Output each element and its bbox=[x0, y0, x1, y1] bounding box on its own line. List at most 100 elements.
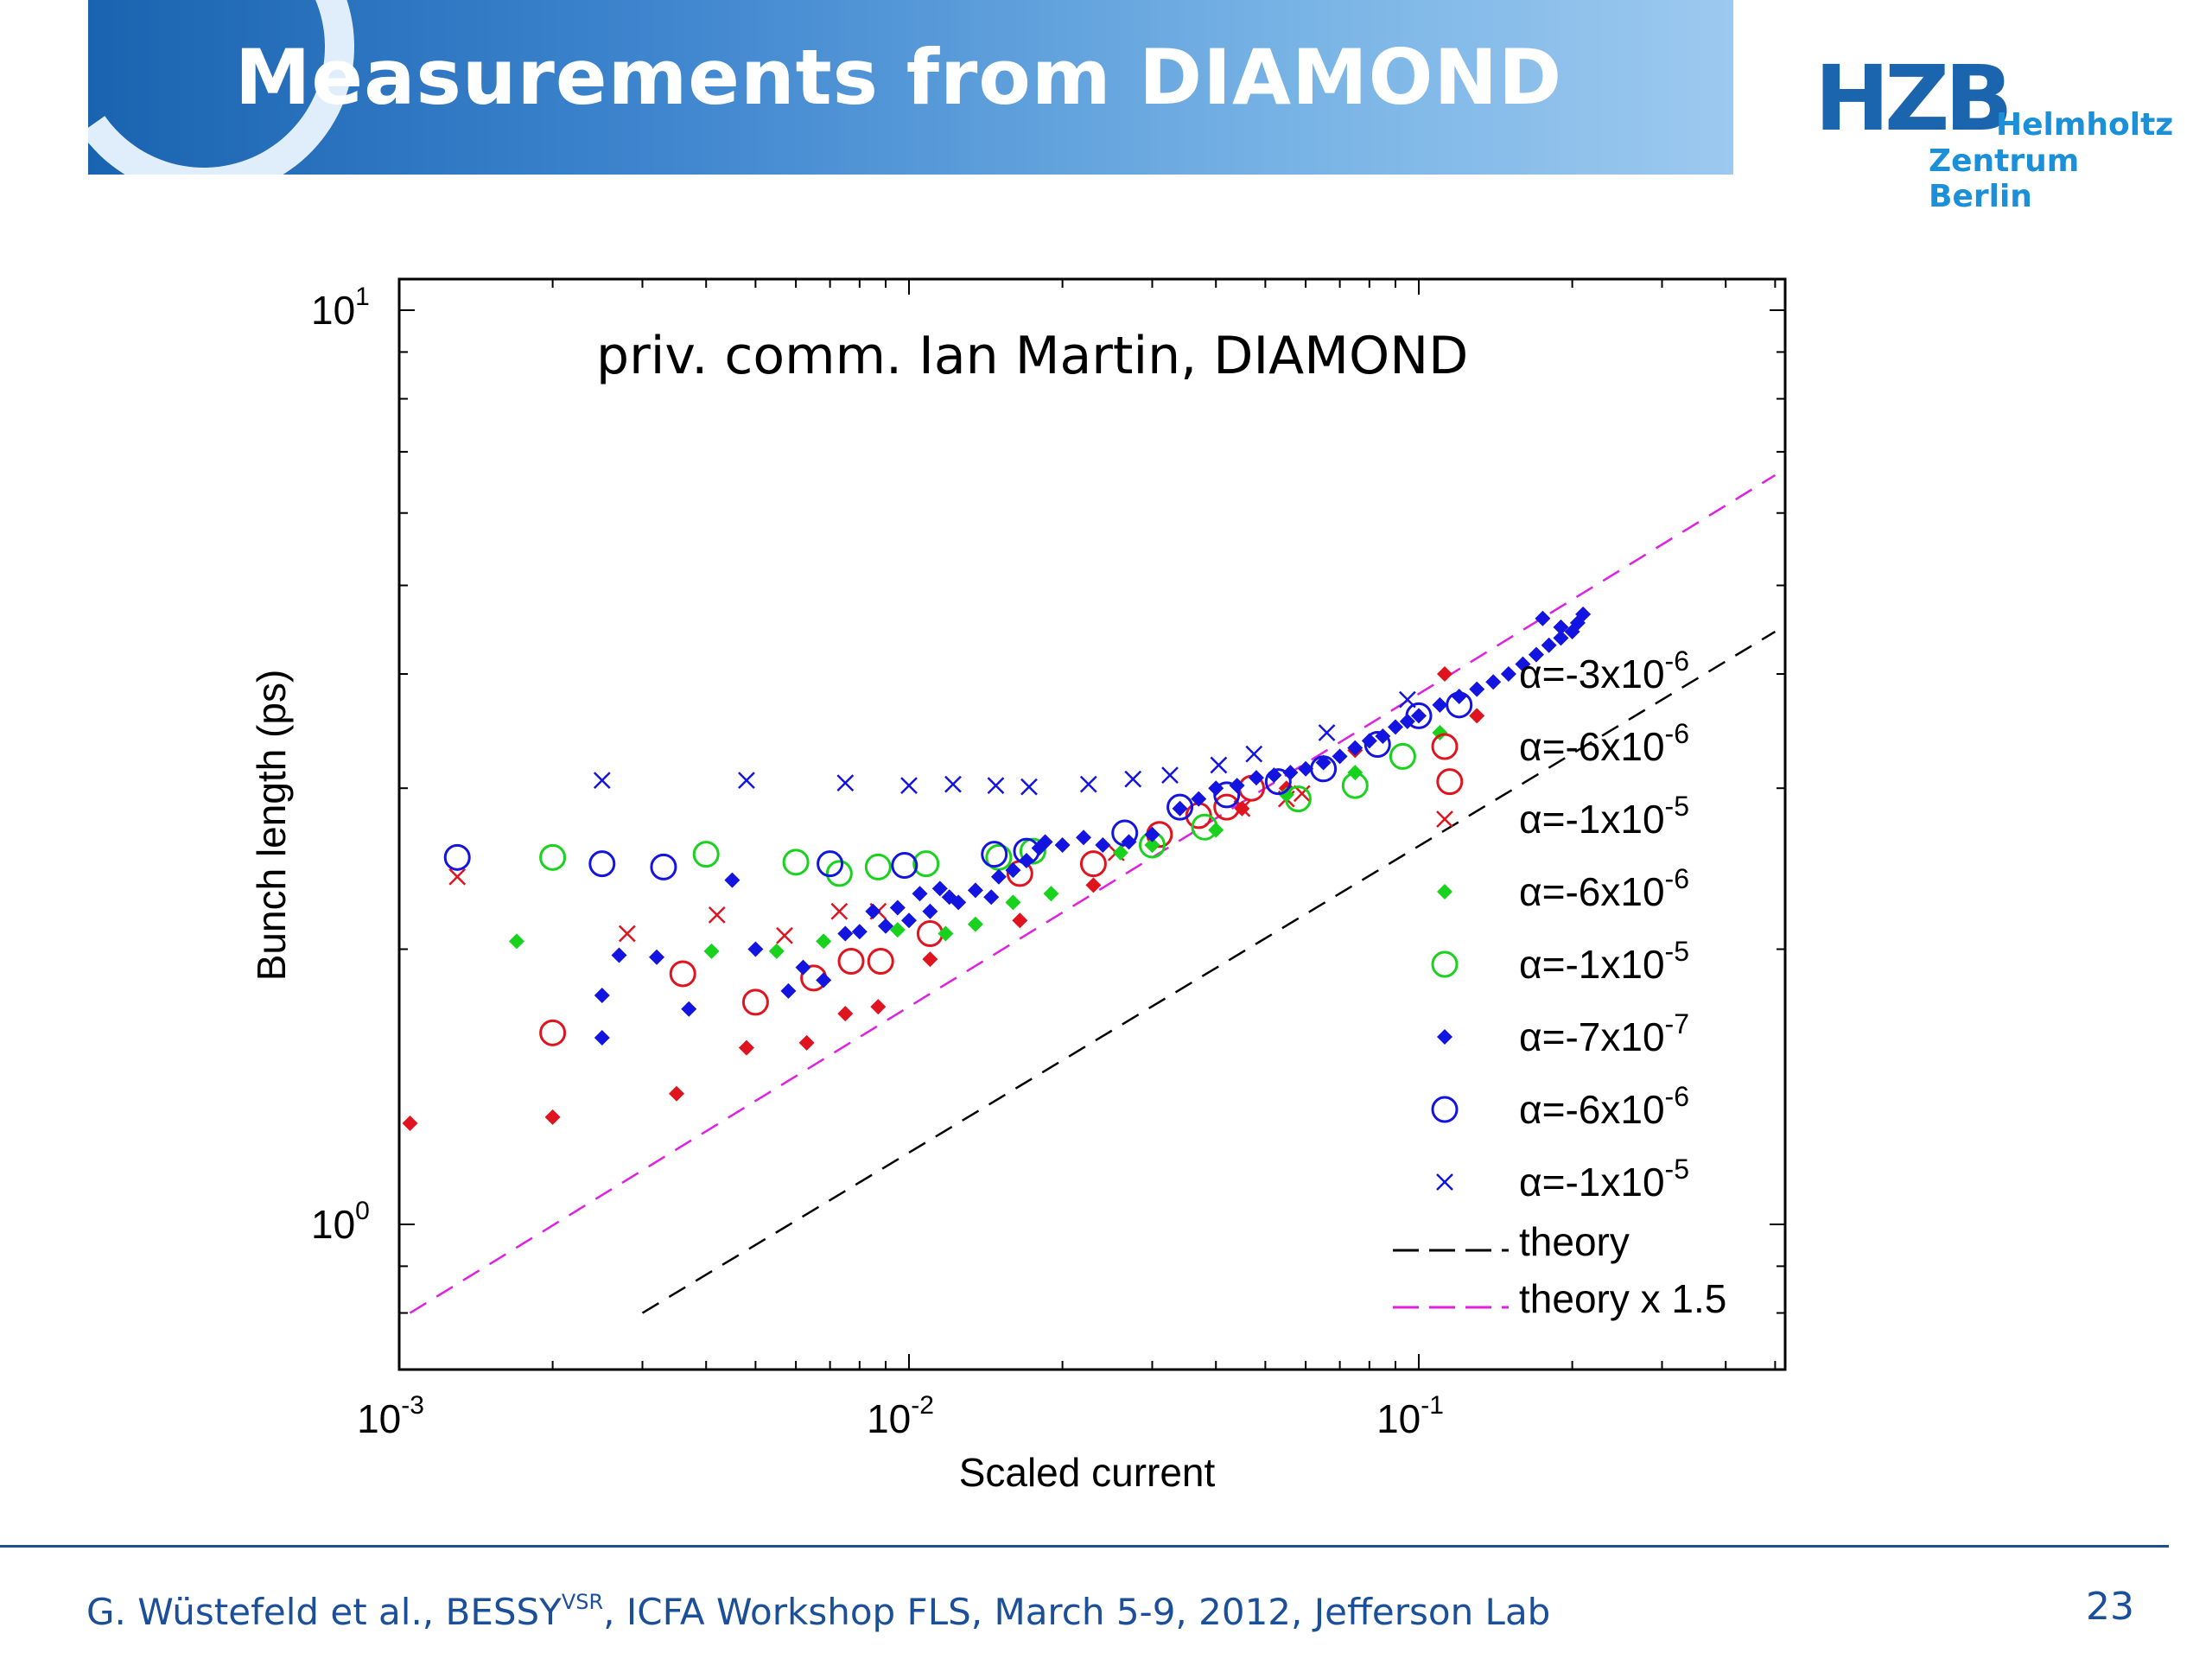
data-point-series-6 bbox=[816, 972, 832, 988]
data-point-series-6 bbox=[1451, 689, 1467, 705]
data-point-series-6 bbox=[594, 1030, 610, 1046]
data-point-series-5 bbox=[864, 853, 892, 880]
data-point-series-6 bbox=[865, 903, 881, 919]
data-point-series-1 bbox=[922, 951, 938, 968]
data-point-series-7 bbox=[1363, 731, 1391, 759]
data-point-series-4 bbox=[508, 933, 524, 950]
y-tick-label: 101 bbox=[311, 283, 370, 333]
data-point-series-6 bbox=[1144, 826, 1160, 842]
legend-swatch bbox=[1436, 810, 1453, 828]
hzb-logo: HZB Helmholtz Zentrum Berlin bbox=[1815, 54, 2177, 214]
legend-swatch bbox=[1431, 1096, 1459, 1123]
tick-labels: 10-3 10-2 10-1 100 101 bbox=[311, 283, 1444, 1441]
data-point-series-7 bbox=[443, 843, 471, 871]
data-point-series-6 bbox=[1388, 719, 1404, 735]
footer-citation: G. Wüstefeld et al., BESSYVSR, ICFA Work… bbox=[86, 1590, 1550, 1633]
data-point-series-6 bbox=[747, 941, 764, 957]
data-point-series-2 bbox=[1079, 850, 1107, 878]
y-axis-label: Bunch length (ps) bbox=[249, 670, 294, 982]
data-point-series-6 bbox=[1229, 778, 1245, 794]
data-point-series-6 bbox=[1054, 836, 1071, 853]
x-axis-label: Scaled current bbox=[959, 1450, 1216, 1495]
data-point-series-6 bbox=[1485, 674, 1502, 690]
data-point-series-8 bbox=[1398, 690, 1416, 709]
data-point-series-3 bbox=[776, 926, 793, 944]
data-point-series-1 bbox=[1012, 912, 1028, 929]
data-point-series-7 bbox=[1264, 768, 1292, 796]
legend-swatch bbox=[1431, 950, 1459, 978]
data-point-series-1 bbox=[837, 1006, 854, 1022]
legend-swatch bbox=[1437, 884, 1452, 899]
data-point-series-6 bbox=[1095, 836, 1111, 853]
data-point-series-4 bbox=[967, 916, 983, 932]
data-point-series-7 bbox=[1213, 781, 1241, 809]
data-point-series-1 bbox=[402, 1115, 418, 1131]
legend-label: α=-1x10-5 bbox=[1519, 791, 1689, 842]
data-point-series-1 bbox=[544, 1109, 561, 1125]
data-point-series-1 bbox=[669, 1085, 685, 1102]
data-point-series-6 bbox=[1005, 862, 1021, 879]
plot-area-frame bbox=[397, 277, 1787, 1371]
data-point-series-7 bbox=[817, 850, 844, 878]
data-point-series-6 bbox=[1535, 610, 1551, 626]
data-point-series-6 bbox=[1432, 696, 1448, 713]
data-points bbox=[402, 606, 1592, 1131]
data-point-series-6 bbox=[967, 882, 983, 899]
data-point-series-6 bbox=[1500, 666, 1516, 683]
legend-swatch bbox=[1437, 1029, 1452, 1045]
data-point-series-6 bbox=[889, 899, 906, 916]
data-point-series-8 bbox=[900, 777, 918, 795]
data-point-series-6 bbox=[990, 868, 1007, 885]
data-point-series-4 bbox=[889, 922, 906, 938]
data-point-series-1 bbox=[1469, 708, 1485, 724]
data-point-series-4 bbox=[816, 933, 832, 950]
data-point-series-7 bbox=[1405, 702, 1433, 729]
data-point-series-4 bbox=[1043, 886, 1059, 902]
data-point-series-5 bbox=[912, 850, 940, 878]
data-point-series-6 bbox=[922, 903, 938, 919]
data-point-series-6 bbox=[1172, 800, 1188, 817]
data-point-series-6 bbox=[1553, 630, 1569, 646]
data-point-series-5 bbox=[782, 849, 810, 876]
data-point-series-8 bbox=[1318, 724, 1336, 741]
data-point-series-3 bbox=[618, 925, 636, 943]
data-point-series-6 bbox=[681, 1001, 697, 1017]
legend-label: α=-6x10-6 bbox=[1519, 1081, 1689, 1132]
data-point-series-1 bbox=[738, 1039, 754, 1056]
data-point-series-6 bbox=[611, 947, 627, 963]
data-point-series-4 bbox=[703, 943, 720, 959]
data-point-series-6 bbox=[780, 982, 797, 999]
data-point-series-6 bbox=[1282, 765, 1299, 781]
legend-label: theory x 1.5 bbox=[1519, 1276, 1726, 1321]
data-point-series-6 bbox=[1018, 852, 1034, 868]
chart-annotation: priv. comm. Ian Martin, DIAMOND bbox=[596, 326, 1468, 386]
data-point-series-7 bbox=[1446, 691, 1473, 719]
data-point-series-2 bbox=[539, 1019, 567, 1046]
x-tick-label: 10-1 bbox=[1376, 1391, 1444, 1441]
series-line-theory-x-1-5 bbox=[409, 474, 1777, 1314]
data-point-series-8 bbox=[944, 775, 962, 793]
data-point-series-6 bbox=[1515, 656, 1531, 672]
data-point-series-8 bbox=[738, 772, 755, 789]
data-point-series-2 bbox=[669, 960, 696, 988]
data-point-series-5 bbox=[539, 843, 567, 871]
data-point-series-8 bbox=[1245, 745, 1263, 763]
legend-label: theory bbox=[1519, 1219, 1630, 1264]
data-point-series-8 bbox=[1210, 756, 1228, 774]
data-point-series-7 bbox=[891, 852, 918, 880]
series-line-theory bbox=[641, 630, 1777, 1314]
data-point-series-8 bbox=[836, 774, 855, 792]
data-point-series-3 bbox=[830, 902, 849, 920]
logo-line-zentrum-berlin: Zentrum Berlin bbox=[1929, 143, 2080, 214]
data-point-series-5 bbox=[1019, 837, 1046, 865]
data-point-series-8 bbox=[1020, 778, 1038, 796]
citation-sup: VSR bbox=[561, 1590, 604, 1614]
data-point-series-2 bbox=[741, 988, 769, 1016]
data-point-series-6 bbox=[1076, 830, 1092, 846]
data-point-series-6 bbox=[1332, 748, 1348, 765]
data-point-series-2 bbox=[867, 948, 894, 976]
axis-ticks bbox=[398, 279, 1785, 1370]
data-point-series-6 bbox=[1037, 834, 1053, 850]
data-point-series-8 bbox=[987, 777, 1005, 795]
data-point-series-7 bbox=[650, 853, 677, 880]
